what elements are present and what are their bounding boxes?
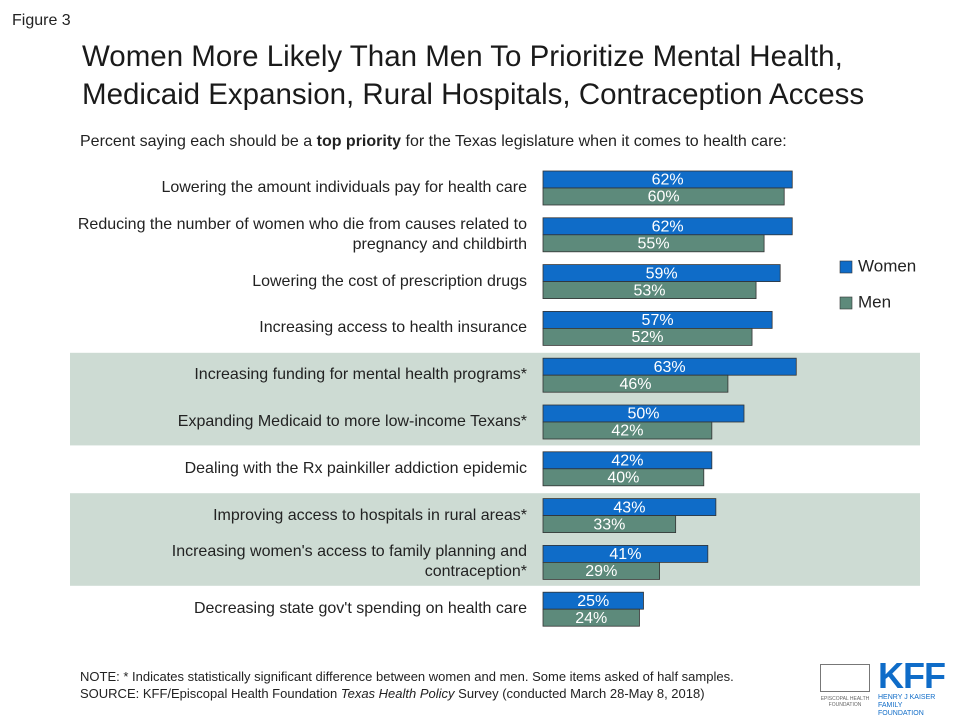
value-label: 25% [577, 593, 609, 610]
source-text: SOURCE: KFF/Episcopal Health Foundation [80, 686, 341, 701]
ehf-logo-box [820, 664, 870, 692]
chart-title: Women More Likely Than Men To Prioritize… [82, 40, 865, 111]
value-label: 55% [638, 236, 670, 253]
legend-swatch [839, 296, 853, 310]
value-label: 24% [575, 610, 607, 627]
kff-logo: KFF [878, 655, 946, 696]
value-label: 57% [642, 312, 674, 329]
note: NOTE: * Indicates statistically signific… [80, 669, 734, 684]
source-italic: Texas Health Policy [340, 686, 455, 701]
value-label: 62% [652, 219, 684, 236]
legend-label: Men [858, 292, 891, 311]
bar [542, 421, 713, 440]
subtitle: Percent saying each should be a top prio… [80, 133, 787, 151]
category-label: Decreasing state gov't spending on healt… [193, 600, 527, 618]
bar [542, 562, 660, 580]
subtitle-bold: top priority [316, 133, 402, 150]
bar [542, 327, 753, 346]
value-label: 52% [632, 329, 664, 346]
bar [542, 374, 729, 393]
category-label: Lowering the amount individuals pay for … [161, 179, 527, 196]
value-label: 53% [634, 282, 666, 299]
figure-label: Figure 3 [12, 12, 71, 29]
value-label: 41% [609, 546, 641, 563]
bar [542, 515, 677, 533]
value-label: 33% [593, 516, 625, 533]
bar [542, 187, 785, 206]
value-label: 29% [585, 563, 617, 580]
category-label: Increasing women's access to family plan… [171, 543, 527, 581]
value-label: 46% [619, 376, 651, 393]
value-label: 60% [648, 189, 680, 206]
category-label: Improving access to hospitals in rural a… [213, 506, 527, 524]
highlight-band [70, 493, 920, 586]
value-label: 62% [652, 172, 684, 189]
value-label: 63% [654, 359, 686, 376]
bar [542, 608, 640, 627]
bar [542, 468, 705, 487]
legend-swatch [839, 260, 853, 274]
value-label: 59% [646, 265, 678, 282]
category-label: Increasing funding for mental health pro… [194, 366, 527, 384]
category-label: Dealing with the Rx painkiller addiction… [184, 459, 527, 477]
value-label: 40% [607, 470, 639, 487]
ehf-logo-text: EPISCOPAL HEALTH FOUNDATION [820, 696, 870, 708]
source: SOURCE: KFF/Episcopal Health Foundation … [80, 686, 705, 701]
legend-label: Women [858, 256, 916, 275]
subtitle-text: Percent saying each should be a [80, 133, 317, 150]
value-label: 42% [611, 453, 643, 470]
bar [542, 234, 765, 253]
value-label: 42% [611, 423, 643, 440]
subtitle-text: for the Texas legislature when it comes … [401, 133, 787, 150]
bar [542, 281, 757, 300]
value-label: 43% [613, 499, 645, 516]
category-label: Reducing the number of women who die fro… [77, 215, 527, 253]
source-text: Survey (conducted March 28-May 8, 2018) [454, 686, 705, 701]
kff-logo-sub: HENRY J KAISER FAMILY FOUNDATION [878, 694, 936, 717]
category-label: Expanding Medicaid to more low-income Te… [177, 413, 527, 430]
value-label: 50% [627, 406, 659, 423]
category-label: Lowering the cost of prescription drugs [252, 272, 527, 290]
category-label: Increasing access to health insurance [259, 319, 527, 337]
